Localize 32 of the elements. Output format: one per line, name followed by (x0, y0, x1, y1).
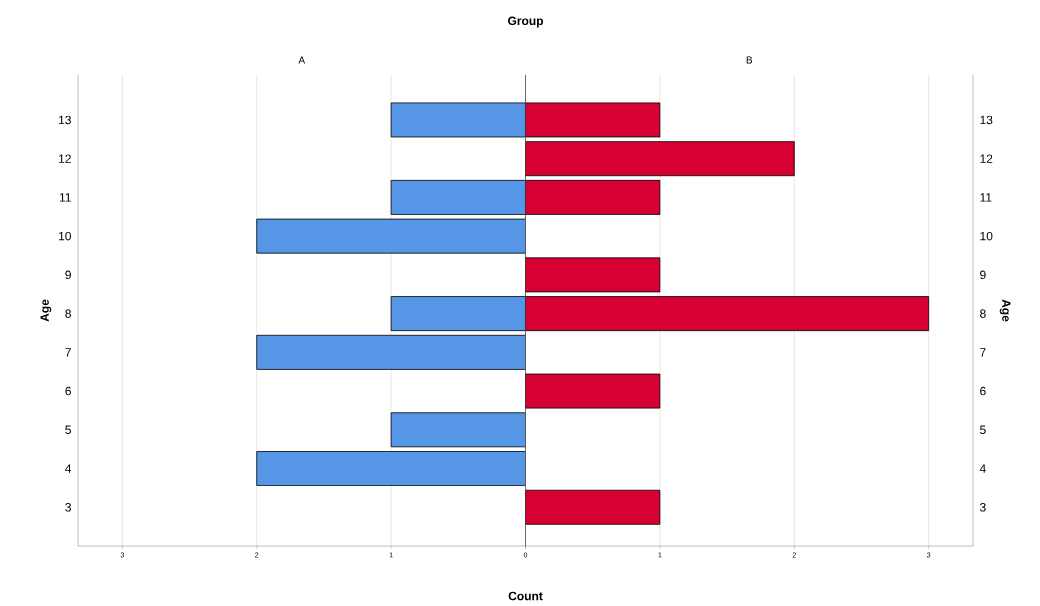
bar (525, 257, 661, 293)
y-tick-label: 7 (65, 348, 71, 357)
y-tick-label: 13 (980, 115, 993, 125)
y-tick-label: 9 (980, 270, 986, 280)
chart-subtitle: B (746, 56, 753, 64)
y-tick-label: 6 (65, 386, 71, 396)
y-axis-title: Age (999, 299, 1011, 322)
y-tick-label: 9 (65, 270, 71, 280)
y-tick-label: 10 (980, 231, 993, 241)
y-axis-title: Age (40, 299, 52, 322)
y-tick-label: 8 (980, 309, 986, 318)
y-tick-label: 12 (980, 154, 993, 163)
y-tick-label: 4 (65, 464, 72, 473)
chart-title: Group (508, 16, 544, 28)
y-tick-label: 4 (979, 464, 986, 473)
y-tick-label: 8 (65, 309, 71, 318)
y-tick-label: 3 (65, 503, 71, 512)
bar (525, 141, 795, 177)
y-tick-label: 7 (980, 348, 986, 357)
y-tick-label: 3 (979, 503, 986, 512)
y-tick-label: 11 (59, 193, 71, 202)
bar (525, 489, 661, 525)
y-tick-label: 5 (980, 425, 986, 434)
y-tick-label: 5 (65, 425, 71, 434)
chart-subtitle: A (298, 56, 306, 64)
y-tick-label: 6 (980, 386, 986, 396)
y-tick-label: 12 (59, 154, 71, 163)
x-axis-title: Count (508, 591, 543, 601)
bar (525, 373, 661, 409)
y-tick-label: 11 (980, 193, 992, 202)
y-tick-label: 13 (59, 115, 71, 125)
y-tick-label: 10 (59, 231, 71, 241)
